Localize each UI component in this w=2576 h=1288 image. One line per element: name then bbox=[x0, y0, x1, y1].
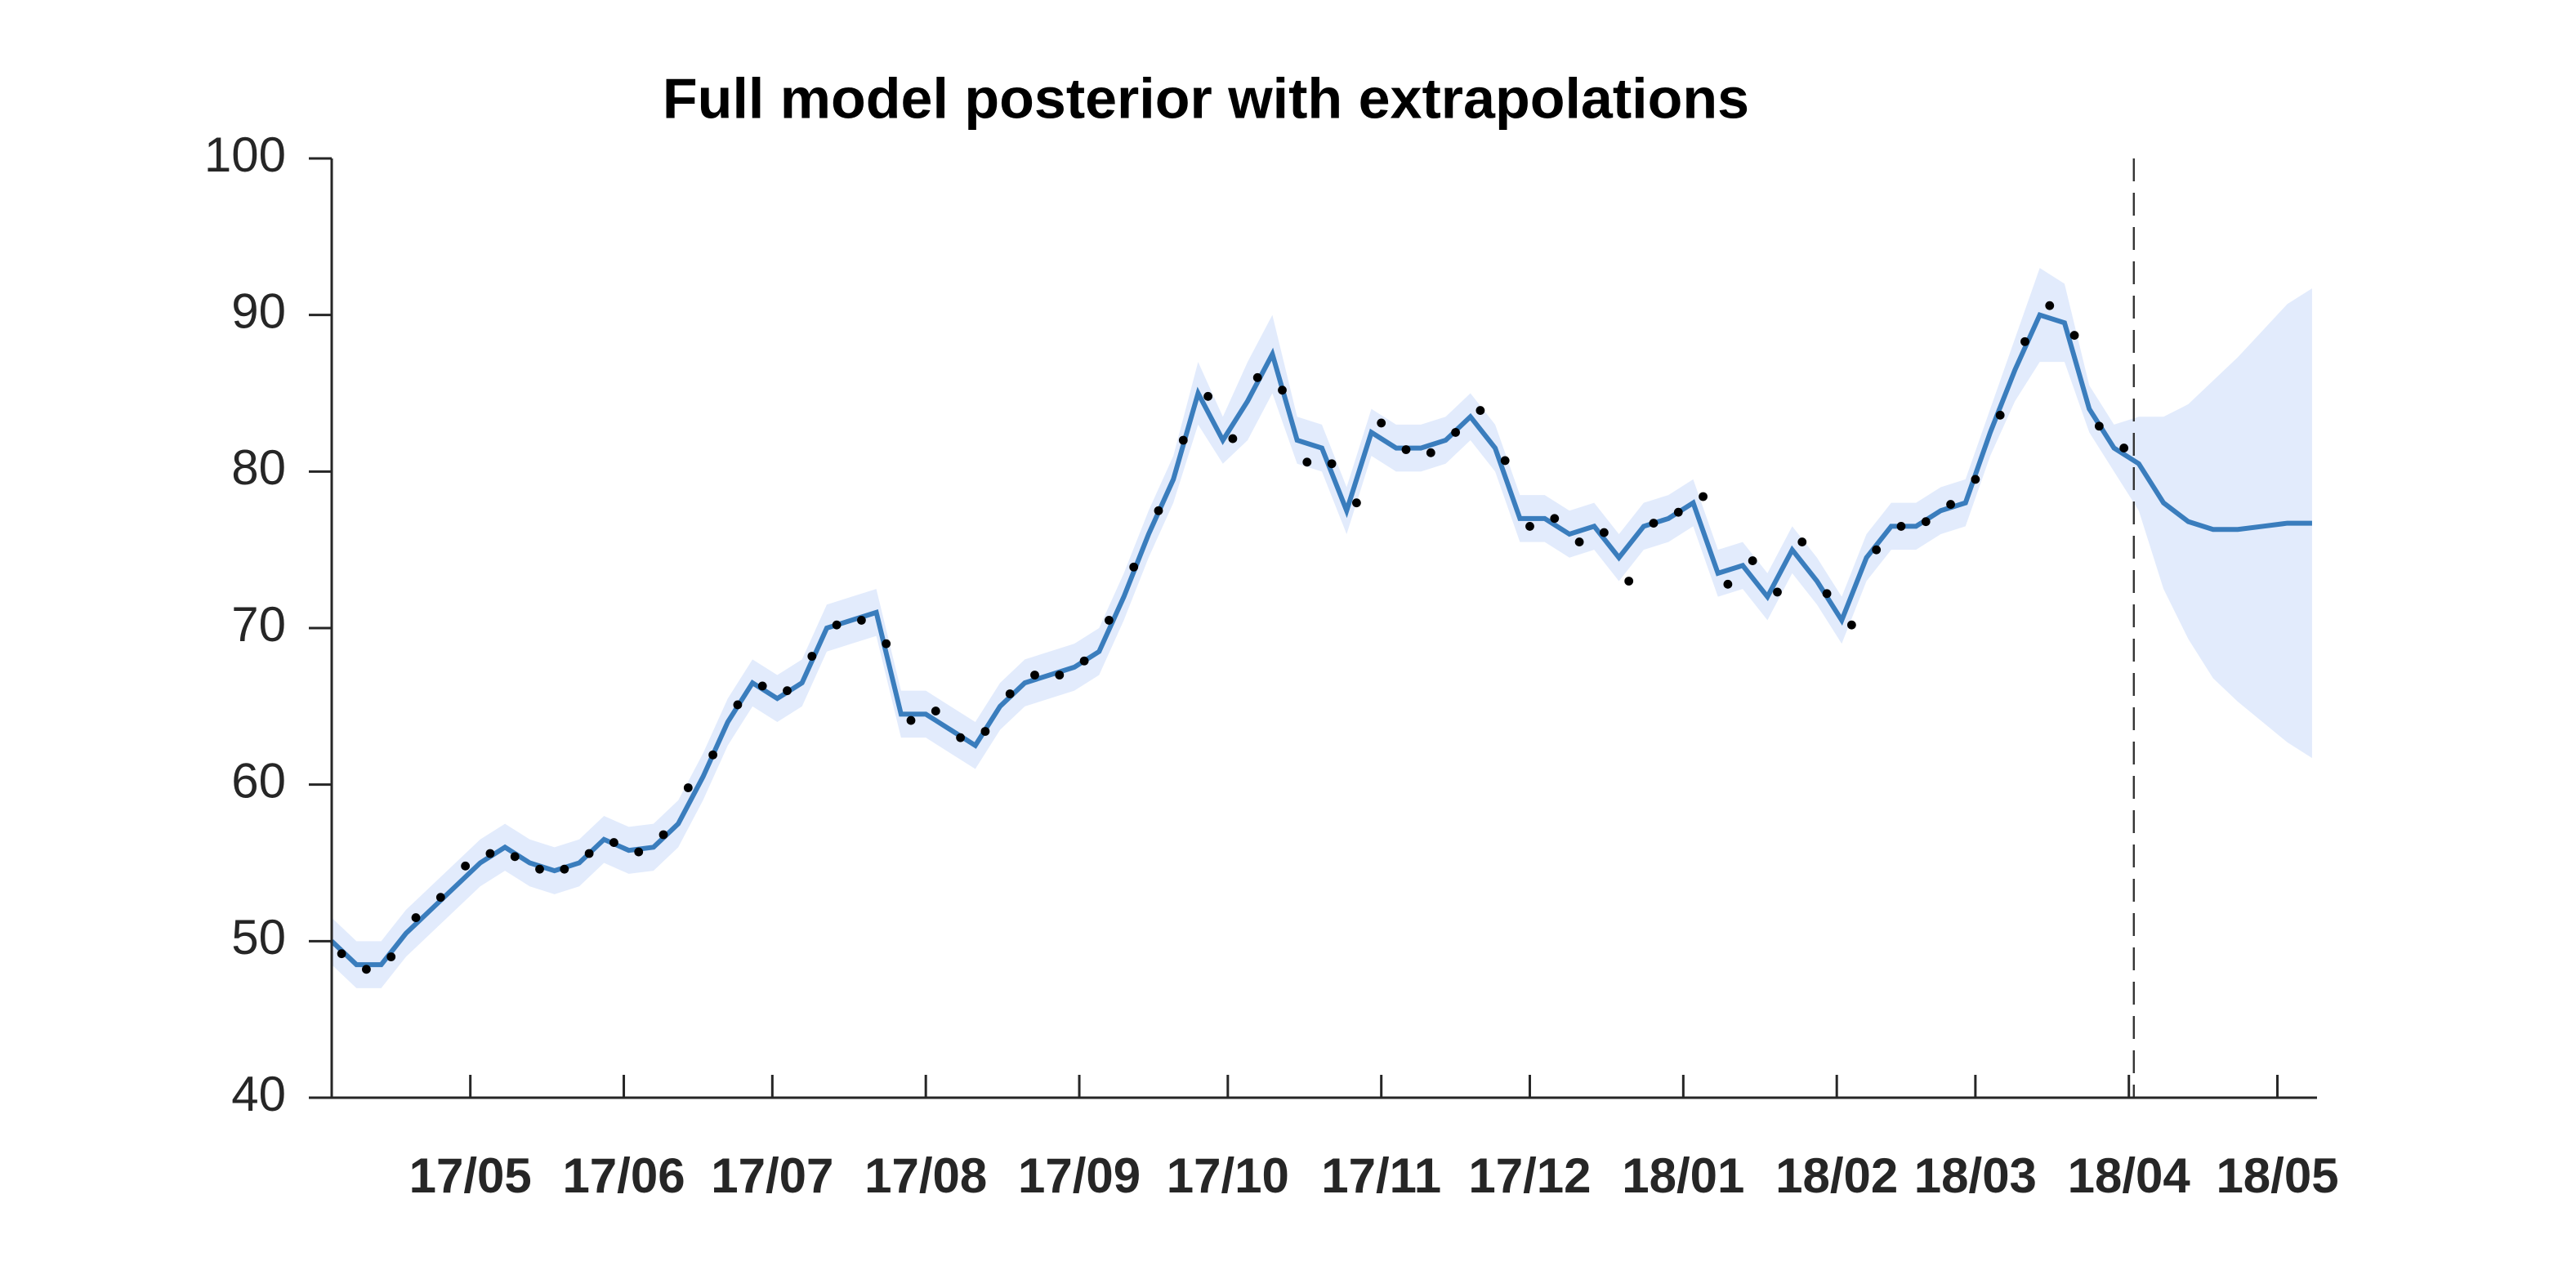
observation bbox=[1723, 579, 1733, 589]
observation bbox=[1377, 418, 1386, 428]
observation bbox=[461, 861, 471, 871]
observation bbox=[683, 783, 693, 792]
x-tick-label: 18/02 bbox=[1775, 1148, 1898, 1203]
observation bbox=[1302, 457, 1312, 467]
y-tick-label: 80 bbox=[231, 440, 286, 495]
y-tick-label: 100 bbox=[204, 127, 286, 182]
observation bbox=[362, 965, 371, 974]
observation bbox=[1995, 410, 2005, 420]
observation bbox=[510, 852, 520, 862]
x-tick-label: 18/04 bbox=[2068, 1148, 2191, 1203]
observation bbox=[2045, 301, 2055, 310]
x-tick-label: 18/03 bbox=[1914, 1148, 2037, 1203]
observation bbox=[1426, 448, 1435, 457]
observation bbox=[1178, 435, 1188, 445]
observation bbox=[1946, 500, 1955, 509]
observation bbox=[1748, 556, 1757, 565]
x-tick-label: 17/08 bbox=[864, 1148, 987, 1203]
observation bbox=[1476, 406, 1485, 415]
observation bbox=[1154, 506, 1163, 515]
observation bbox=[560, 864, 569, 874]
y-tick-label: 40 bbox=[231, 1067, 286, 1121]
observation bbox=[535, 864, 544, 874]
observation bbox=[634, 847, 644, 857]
x-tick-label: 18/01 bbox=[1622, 1148, 1744, 1203]
x-tick-label: 18/05 bbox=[2216, 1148, 2338, 1203]
observation bbox=[1599, 528, 1609, 537]
observation bbox=[832, 620, 842, 630]
x-tick-label: 17/10 bbox=[1167, 1148, 1289, 1203]
observation bbox=[1228, 434, 1238, 443]
observation bbox=[1822, 589, 1832, 599]
y-tick-label: 60 bbox=[231, 754, 286, 809]
observation bbox=[1079, 656, 1089, 666]
chart-title: Full model posterior with extrapolations bbox=[663, 66, 1749, 130]
observation bbox=[386, 952, 396, 961]
observation bbox=[1921, 517, 1931, 527]
y-tick-label: 50 bbox=[231, 910, 286, 965]
observation bbox=[708, 750, 718, 760]
observation bbox=[2119, 443, 2129, 452]
observation bbox=[783, 686, 792, 696]
x-tick-label: 17/05 bbox=[409, 1148, 532, 1203]
observation bbox=[1351, 498, 1361, 508]
x-tick-label: 17/09 bbox=[1018, 1148, 1141, 1203]
observation bbox=[485, 849, 495, 858]
observation bbox=[1896, 522, 1906, 531]
observation bbox=[1649, 519, 1659, 528]
observation bbox=[1252, 372, 1262, 382]
y-tick-label: 90 bbox=[231, 284, 286, 339]
observation bbox=[435, 893, 445, 902]
observation bbox=[1846, 620, 1856, 630]
observation bbox=[2069, 331, 2079, 340]
x-tick-label: 17/06 bbox=[562, 1148, 685, 1203]
observation bbox=[2094, 421, 2104, 431]
observation bbox=[1773, 587, 1782, 597]
observation bbox=[931, 706, 940, 715]
observation bbox=[980, 727, 990, 736]
observation bbox=[609, 838, 618, 847]
observation bbox=[1872, 545, 1882, 555]
observation bbox=[1699, 492, 1708, 501]
observation bbox=[1500, 456, 1510, 466]
observation bbox=[1550, 514, 1560, 524]
y-tick-label: 70 bbox=[231, 597, 286, 652]
observation bbox=[857, 616, 866, 625]
observation bbox=[1055, 671, 1065, 680]
observation bbox=[1401, 445, 1411, 454]
observation bbox=[411, 913, 421, 922]
observation bbox=[1971, 475, 1980, 484]
observation bbox=[956, 733, 966, 742]
observation bbox=[2020, 336, 2029, 346]
observation bbox=[1030, 671, 1039, 680]
observation bbox=[1278, 386, 1287, 395]
observation bbox=[807, 652, 817, 661]
observation bbox=[1129, 562, 1139, 572]
observation bbox=[1005, 689, 1015, 698]
observation bbox=[1203, 391, 1212, 401]
observation bbox=[584, 849, 594, 858]
observation bbox=[1525, 522, 1534, 531]
mean-line bbox=[329, 312, 2312, 968]
x-tick-label: 17/12 bbox=[1468, 1148, 1591, 1203]
observation bbox=[733, 700, 743, 710]
x-tick-label: 17/11 bbox=[1321, 1148, 1441, 1203]
observation bbox=[1797, 537, 1807, 546]
observation bbox=[1104, 616, 1114, 625]
observation bbox=[1574, 537, 1584, 546]
observation bbox=[882, 639, 891, 648]
observation bbox=[1673, 507, 1683, 517]
observation bbox=[1451, 428, 1460, 437]
x-tick-label: 17/07 bbox=[711, 1148, 833, 1203]
observation bbox=[1327, 459, 1337, 469]
observation bbox=[337, 949, 346, 959]
observation bbox=[757, 681, 767, 691]
observation bbox=[1624, 577, 1634, 586]
observation bbox=[906, 715, 916, 725]
observation bbox=[659, 830, 668, 840]
